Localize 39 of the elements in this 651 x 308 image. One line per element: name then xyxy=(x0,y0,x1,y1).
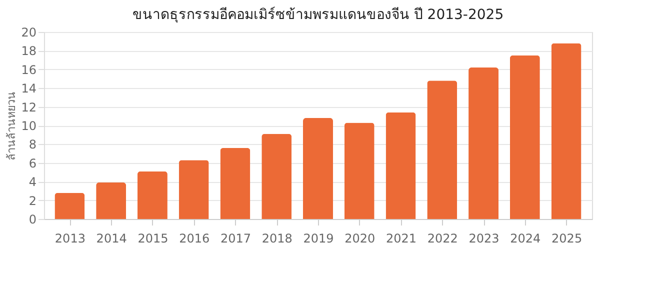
bar xyxy=(96,182,126,219)
y-tick-label: 4 xyxy=(28,175,36,190)
x-tick-label: 2019 xyxy=(303,232,334,246)
y-tick-label: 12 xyxy=(21,100,36,114)
x-tick-label: 2013 xyxy=(54,232,86,246)
bar xyxy=(510,55,540,219)
x-tick-label: 2022 xyxy=(427,232,458,246)
bar xyxy=(262,134,292,219)
y-tick-label: 6 xyxy=(28,156,36,170)
bar xyxy=(54,192,85,219)
x-tick-label: 2023 xyxy=(468,232,500,246)
x-tick-label: 2024 xyxy=(510,232,541,246)
x-tick-label: 2015 xyxy=(138,232,168,246)
y-tick-label: 16 xyxy=(21,62,36,77)
y-tick-label: 10 xyxy=(21,119,36,133)
x-tick-label: 2018 xyxy=(262,232,292,246)
x-tick-label: 2017 xyxy=(220,232,252,246)
y-tick-label: 20 xyxy=(21,26,36,40)
bar xyxy=(344,122,374,219)
bar xyxy=(427,80,458,219)
y-tick-label: 2 xyxy=(28,194,36,208)
y-tick-label: 0 xyxy=(28,212,36,226)
x-tick-label: 2020 xyxy=(344,232,376,246)
y-tick-label: 8 xyxy=(28,138,36,152)
bar xyxy=(468,68,499,219)
bar xyxy=(551,43,582,219)
bar xyxy=(178,160,209,219)
bar xyxy=(137,171,168,219)
x-tick-label: 2016 xyxy=(179,232,210,246)
y-tick-label: 14 xyxy=(21,82,36,96)
x-tick-label: 2021 xyxy=(386,232,417,246)
x-tick-label: 2025 xyxy=(552,232,582,246)
chart-title: ขนาดธุรกรรมอีคอมเมิร์ซข้ามพรมแดนของจีน ปี 2013-2025 xyxy=(132,6,504,23)
bar xyxy=(303,118,333,219)
x-tick-label: 2014 xyxy=(96,232,127,246)
bar xyxy=(386,112,416,219)
bar xyxy=(220,148,250,219)
y-tick-label: 18 xyxy=(21,44,36,58)
y-axis-title: ล้านล้านหยวน xyxy=(5,92,18,160)
